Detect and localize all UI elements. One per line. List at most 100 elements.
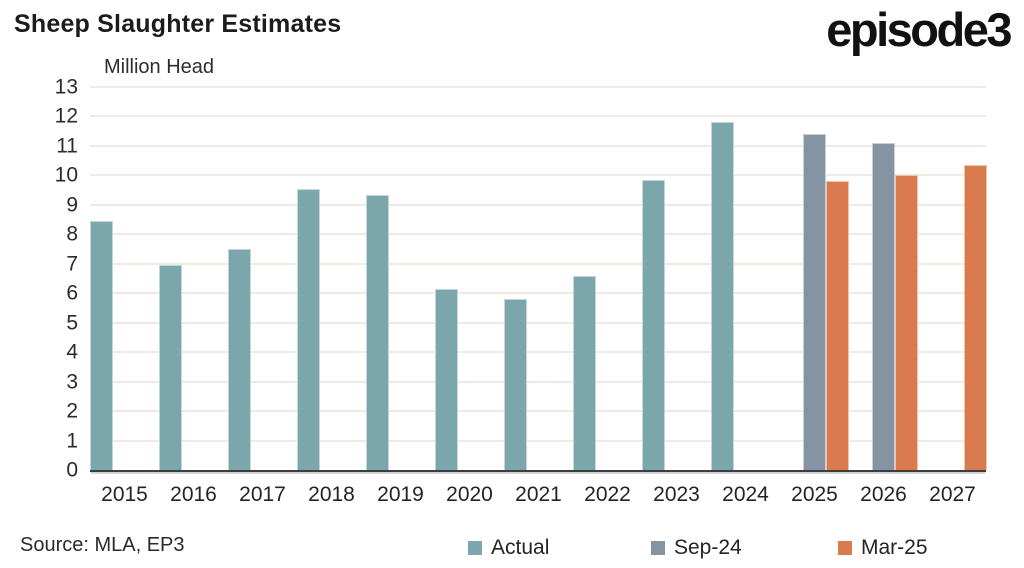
category-group-2015: 2015 — [90, 87, 159, 505]
bar-2018-actual — [297, 188, 320, 470]
x-tick-label-2020: 2020 — [446, 483, 493, 506]
legend-label-actual: Actual — [491, 536, 550, 559]
category-group-2027: 2027 — [918, 87, 987, 505]
gridline-9 — [90, 203, 986, 206]
bar-2016-actual — [159, 265, 182, 470]
slot-2026-actual — [849, 87, 872, 470]
bar-2015-actual — [90, 221, 113, 470]
slot-2021-actual — [504, 87, 527, 470]
bar-2017-actual — [228, 249, 251, 470]
y-tick-label-5: 5 — [66, 311, 78, 335]
y-axis-unit-label: Million Head — [104, 56, 215, 78]
slot-2021-sep-24 — [527, 87, 550, 470]
slot-2016-actual — [159, 87, 182, 470]
slot-2024-sep-24 — [734, 87, 757, 470]
x-tick-label-2022: 2022 — [584, 483, 631, 506]
slot-2018-mar-25 — [343, 87, 366, 470]
slot-2016-sep-24 — [182, 87, 205, 470]
slot-2025-mar-25 — [826, 87, 849, 470]
slot-2015-actual — [90, 87, 113, 470]
legend-label-sep-24: Sep-24 — [674, 536, 742, 559]
gridline-5 — [90, 321, 986, 324]
slot-2017-sep-24 — [251, 87, 274, 470]
slot-2021-mar-25 — [550, 87, 573, 470]
slot-2026-sep-24 — [872, 87, 895, 470]
x-tick-label-2017: 2017 — [239, 483, 286, 506]
x-tick-label-2016: 2016 — [170, 483, 217, 506]
slot-2017-actual — [228, 87, 251, 470]
gridline-1 — [90, 439, 986, 442]
slot-2020-mar-25 — [481, 87, 504, 470]
plot-area: 2015 2016 2017 2018 2019 2020 2021 2022 2023 2024… — [90, 86, 987, 505]
gridline-11 — [90, 144, 986, 147]
y-tick-label-12: 12 — [54, 104, 78, 128]
slot-2020-actual — [435, 87, 458, 470]
slot-2022-mar-25 — [619, 87, 642, 470]
category-group-2021: 2021 — [504, 87, 573, 505]
slot-2023-sep-24 — [665, 87, 688, 470]
bar-2020-actual — [435, 288, 458, 470]
slot-2018-actual — [297, 87, 320, 470]
x-tick-label-2018: 2018 — [308, 483, 355, 506]
gridline-2 — [90, 410, 986, 413]
bar-2026-mar-25 — [895, 175, 918, 470]
slot-2027-mar-25 — [964, 87, 987, 470]
slot-2019-sep-24 — [389, 87, 412, 470]
y-tick-label-8: 8 — [66, 222, 78, 246]
chart-title: Sheep Slaughter Estimates — [14, 10, 342, 38]
slot-2019-mar-25 — [412, 87, 435, 470]
y-tick-label-0: 0 — [66, 458, 78, 482]
category-group-2024: 2024 — [711, 87, 780, 505]
bar-2022-actual — [573, 275, 596, 470]
legend-item-actual: Actual — [468, 536, 549, 560]
x-tick-label-2026: 2026 — [860, 483, 907, 506]
gridline-10 — [90, 174, 986, 177]
y-tick-label-11: 11 — [56, 134, 78, 158]
slot-2022-sep-24 — [596, 87, 619, 470]
category-group-2017: 2017 — [228, 87, 297, 505]
slot-2020-sep-24 — [458, 87, 481, 470]
bar-groups: 2015 2016 2017 2018 2019 2020 2021 2022 2023 2024… — [90, 87, 987, 505]
slot-2027-actual — [918, 87, 941, 470]
legend-item-sep-24: Sep-24 — [651, 536, 742, 560]
slot-2016-mar-25 — [205, 87, 228, 470]
y-tick-label-9: 9 — [66, 193, 78, 217]
slot-2025-actual — [780, 87, 803, 470]
y-tick-label-1: 1 — [66, 429, 78, 453]
episode3-logo: episode3 — [826, 3, 1012, 56]
category-group-2018: 2018 — [297, 87, 366, 505]
bar-2027-mar-25 — [964, 165, 987, 470]
y-tick-label-4: 4 — [66, 340, 78, 364]
legend-swatch-mar-25 — [838, 541, 852, 555]
category-group-2026: 2026 — [849, 87, 918, 505]
y-tick-label-2: 2 — [66, 399, 78, 423]
x-tick-label-2024: 2024 — [722, 483, 769, 506]
slot-2025-sep-24 — [803, 87, 826, 470]
x-tick-label-2015: 2015 — [101, 483, 148, 506]
bar-2026-sep-24 — [872, 142, 895, 470]
category-group-2016: 2016 — [159, 87, 228, 505]
x-tick-label-2027: 2027 — [929, 483, 976, 506]
y-tick-label-6: 6 — [66, 281, 78, 305]
bar-2025-mar-25 — [826, 181, 849, 470]
bar-2025-sep-24 — [803, 134, 826, 470]
slot-2019-actual — [366, 87, 389, 470]
gridline-12 — [90, 115, 986, 118]
bar-2023-actual — [642, 179, 665, 470]
legend-item-mar-25: Mar-25 — [838, 536, 928, 560]
gridline-4 — [90, 351, 986, 354]
slot-2024-mar-25 — [757, 87, 780, 470]
legend-swatch-actual — [468, 541, 482, 555]
legend-swatch-sep-24 — [651, 541, 665, 555]
y-tick-label-7: 7 — [66, 252, 78, 276]
y-axis: 0 1 2 3 4 5 6 7 8 9 10 11 12 13 — [0, 77, 78, 481]
bar-2019-actual — [366, 194, 389, 470]
category-group-2022: 2022 — [573, 87, 642, 505]
category-group-2019: 2019 — [366, 87, 435, 505]
slot-2027-sep-24 — [941, 87, 964, 470]
y-tick-label-10: 10 — [54, 163, 78, 187]
slot-2015-mar-25 — [136, 87, 159, 470]
gridline-3 — [90, 380, 986, 383]
slot-2018-sep-24 — [320, 87, 343, 470]
slot-2024-actual — [711, 87, 734, 470]
